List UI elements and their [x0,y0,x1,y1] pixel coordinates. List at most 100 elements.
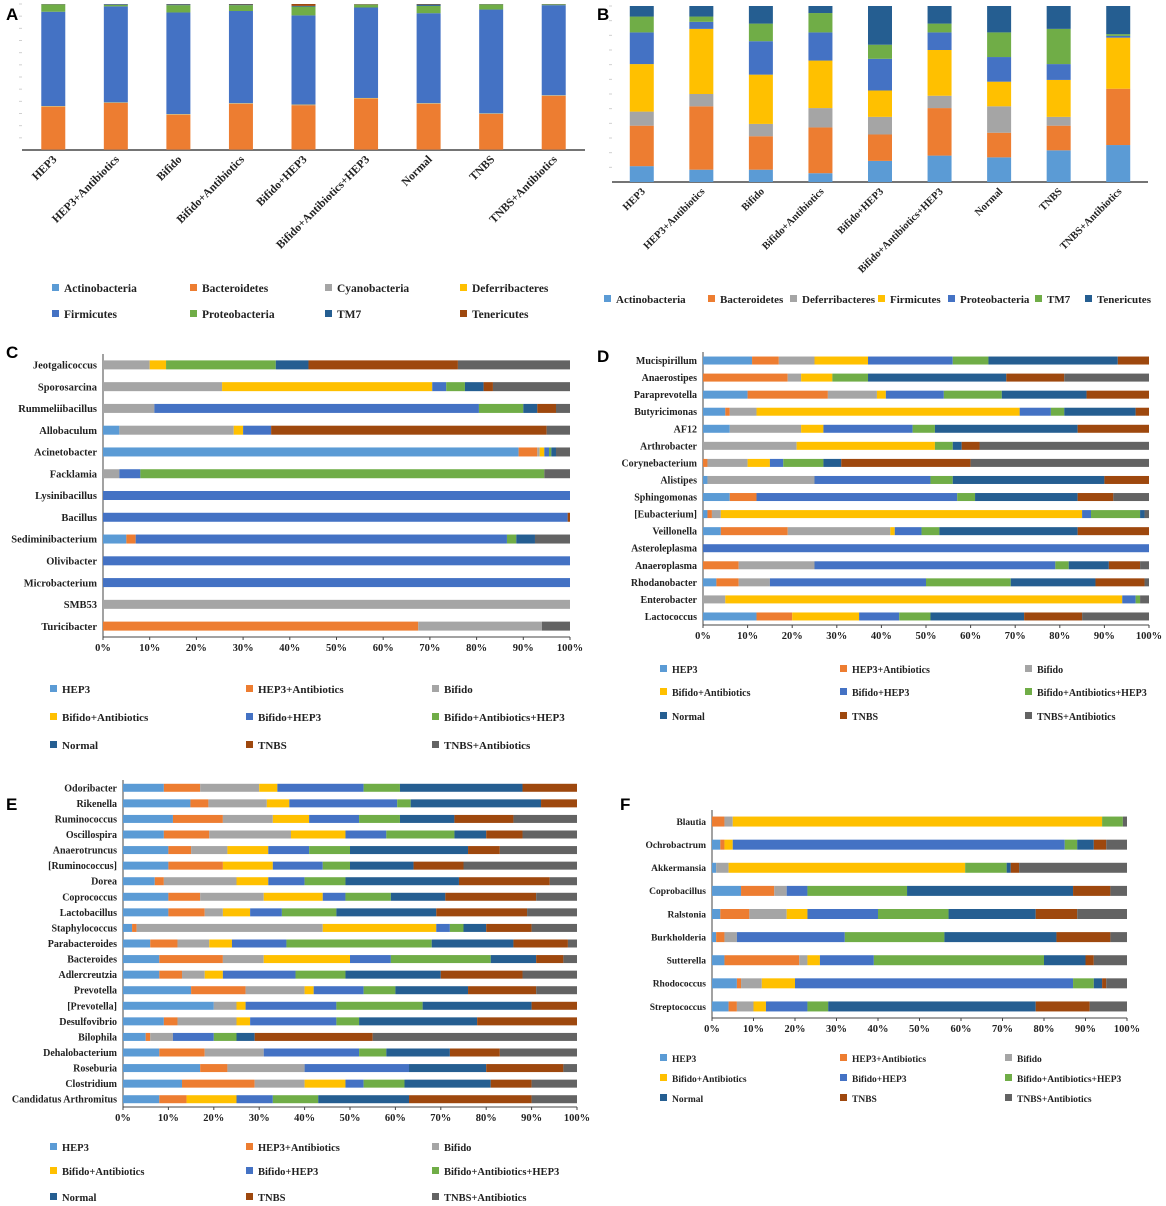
bar-segment-deferribacteres-bifido [748,123,773,137]
row-label-jeotgalicoccus: Jeotgalicoccus [33,361,97,372]
bar-segment-normal-anaerostipes [868,373,1007,382]
row-label-af12: AF12 [674,424,697,435]
bar-segment-firmicutes-bifido-antibiotics [808,60,833,109]
bar-segment-hep3-antibiotics-eubacterium [707,510,712,519]
x-tick-label-9: 90% [1075,1024,1096,1035]
bar-segment-bifido-antibiotics-clostridium [304,1079,346,1088]
bar-segment-normal-paraprevotella [1001,390,1087,399]
bar-segment-bifido-hep3-ruminococcus [309,814,360,823]
row-label-lactococcus: Lactococcus [645,612,697,623]
bar-segment-tnbs-antibiotics-lactobacillus [527,908,577,917]
bar-segment-bifido-antibiotics-hep3-anaerostipes [832,373,869,382]
bar-segment-bifido-hep3-prevotella [245,1001,337,1010]
bar-segment-tm7-bifido-antibiotics-hep3 [927,23,952,33]
bar-segment-proteobacteria-bifido-antibiotics-hep3 [354,4,379,8]
bar-segment-bifido-antibiotics-hep3-mucispirillum [952,356,989,365]
row-label-microbacterium: Microbacterium [24,578,98,589]
bar-segment-hep3-antibiotics-ochrobactrum [720,839,725,850]
bar-segment-bifido-blautia [724,816,733,827]
bar-segment-bifido-antibiotics-hep3-paraprevotella [943,390,1002,399]
bar-segment-tenericutes-hep3 [629,6,654,17]
bar-segment-firmicutes-bifido-hep3 [291,15,316,105]
bar-segment-bifido-hep3-bilophila [172,1032,214,1041]
bar-segment-bifido-antibiotics-ochrobactrum [724,839,733,850]
bar-segment-proteobacteria-bifido-hep3 [868,58,892,91]
bar-segment-firmicutes-bifido [166,12,191,115]
row-label-arthrobacter: Arthrobacter [640,441,698,452]
legend-swatch-normal [660,1094,667,1101]
bar-segment-hep3-antibiotics-clostridium [182,1079,255,1088]
legend-label-normal: Normal [62,740,98,752]
bar-segment-proteobacteria-bifido-antibiotics [228,5,253,12]
x-tick-label-4: 40% [868,1024,889,1035]
bar-segment-bifido-facklamia [103,469,120,479]
bar-segment-bifido-antibiotics-candidatus-arthromitus [186,1095,237,1104]
bar-segment-tnbs-antibiotics-parabacteroides [567,939,577,948]
bar-segment-tnbs-antibiotics-rhodanobacter [1144,578,1149,587]
bar-segment-bifido-corynebacterium [707,458,748,467]
bar-segment-hep3-antibiotics-ruminococcus [172,814,223,823]
bar-segment-bifido-antibiotics-hep3-dorea [304,877,346,886]
bar-segment-bifido-hep3-enterobacter [1122,595,1136,604]
bar-segment-bifido-antibiotics-hep3-sediminibacterium [506,534,517,544]
bar-segment-bifido-antibiotics-hep3-arthrobacter [934,441,953,450]
bar-segment-bifido-hep3-acinetobacter [544,447,549,457]
legend-label-bifido: Bifido [1037,665,1063,676]
row-label-staphylococcus: Staphylococcus [51,923,117,934]
bar-segment-hep3-sutterella [712,955,725,966]
bar-segment-normal-roseburia [409,1064,487,1073]
bar-segment-firmicutes-normal [987,81,1012,107]
bar-segment-bifido-antibiotics-hep3-adlercreutzia [295,970,346,979]
bar-segment-bifido-prevotella [213,1001,237,1010]
bar-segment-bifido-hep3-coprobacillus [786,885,808,896]
legend-label-deferribacteres: Deferribacteres [472,283,549,295]
bar-segment-proteobacteria-hep3 [41,4,66,12]
bar-segment-normal-anaerotruncus [350,846,469,855]
bar-segment-bifido-antibiotics-hep3-butyricimonas [1050,407,1065,416]
legend-label-actinobacteria: Actinobacteria [64,283,137,295]
bar-segment-bifido-paraprevotella [827,390,877,399]
bar-segment-bifido-roseburia [227,1064,305,1073]
legend-label-tnbs-antibiotics: TNBS+Antibiotics [444,1193,526,1204]
bar-segment-tnbs-desulfovibrio [477,1017,577,1026]
bar-segment-normal-corynebacterium [823,458,842,467]
category-label-tnbs-antibiotics: TNBS+Antibiotics [488,153,561,226]
bar-segment-normal-sphingomonas [975,493,1078,502]
row-label-coprobacillus: Coprobacillus [649,887,706,897]
bar-segment-proteobacteria-tnbs [479,4,504,10]
legend-label-tnbs: TNBS [258,1193,286,1204]
bar-segment-bifido-antibiotics-akkermansia [728,862,966,873]
bar-segment-bifido-rikenella [208,799,267,808]
legend-swatch-bifido [1005,1054,1012,1061]
bar-segment-bifido-antibiotics-hep3-anaeroplasma [1055,561,1069,570]
legend-label-normal: Normal [672,712,705,723]
legend-swatch-bifido-antibiotics [660,688,667,695]
bar-segment-hep3-antibiotics-sphingomonas [729,493,757,502]
bar-segment-tm7-hep3-antibiotics [103,4,128,5]
bar-segment-normal-staphylococcus [463,923,487,932]
bar-segment-bifido-rhodococcus [741,978,762,989]
legend-label-normal: Normal [672,1095,703,1105]
category-label-hep3-antibiotics: HEP3+Antibiotics [642,186,708,252]
row-label-ruminococcus: [Ruminococcus] [48,861,117,872]
bar-segment-tnbs-roseburia [486,1064,564,1073]
bar-segment-normal-alistipes [952,475,1105,484]
legend-label-proteobacteria: Proteobacteria [960,294,1030,306]
row-label-clostridium: Clostridium [65,1079,117,1090]
bar-segment-normal-rikenella [410,799,542,808]
bar-segment-bifido-antibiotics-veillonella [890,527,895,536]
bar-segment-normal-af12 [934,424,1078,433]
bar-segment-bifido-hep3-facklamia [119,469,141,479]
row-label-coprococcus: Coprococcus [62,892,117,903]
x-tick-label-7: 70% [992,1024,1013,1035]
bar-segment-tnbs-antibiotics-prevotella [536,986,577,995]
x-tick-label-0: 0% [695,631,711,642]
bar-segment-bifido-sutterella [799,955,808,966]
legend-swatch-bacteroidetes [190,284,197,291]
bar-segment-tnbs-antibiotics-dehalobacterium [499,1048,577,1057]
bar-segment-bifido-antibiotics-hep3-anaerotruncus [309,846,350,855]
row-label-streptococcus: Streptococcus [650,1003,707,1013]
legend-label-bifido-hep3: Bifido+HEP3 [852,1075,907,1085]
bar-segment-hep3-antibiotics-prevotella [191,986,246,995]
